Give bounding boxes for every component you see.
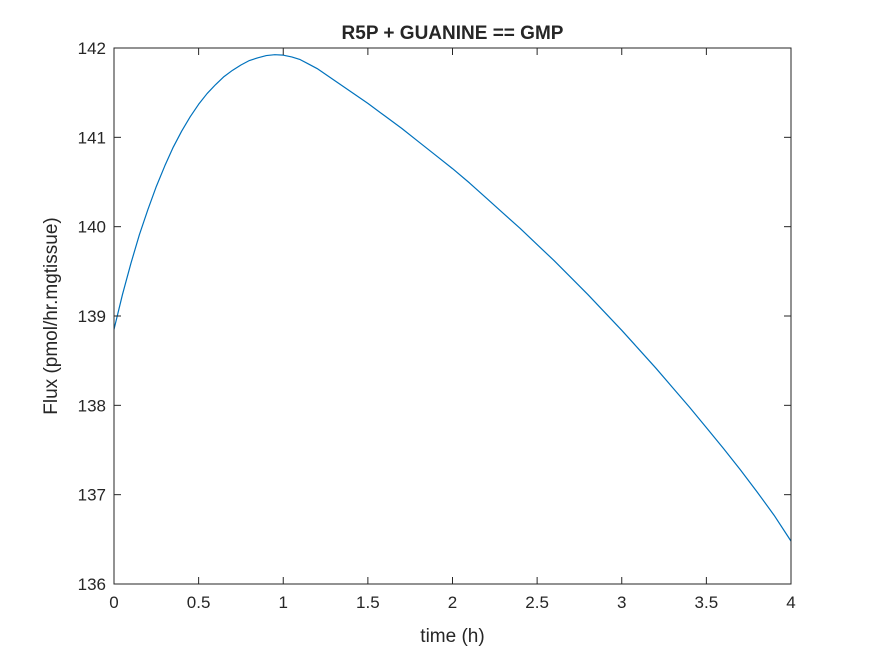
x-tick-label: 1 xyxy=(279,593,288,612)
x-axis-label: time (h) xyxy=(420,626,484,647)
y-tick-label: 140 xyxy=(78,218,106,237)
x-tick-label: 0 xyxy=(109,593,118,612)
series-line-1 xyxy=(113,54,792,542)
y-tick-label: 142 xyxy=(78,39,106,58)
x-tick-label: 3 xyxy=(617,593,626,612)
x-tick-label: 3.5 xyxy=(695,593,719,612)
y-tick-label: 137 xyxy=(78,486,106,505)
plot-area xyxy=(114,48,791,584)
chart-title: R5P + GUANINE == GMP xyxy=(342,23,564,44)
y-tick-label: 141 xyxy=(78,128,106,147)
x-tick-label: 2.5 xyxy=(525,593,549,612)
y-tick-label: 138 xyxy=(78,396,106,415)
x-tick-label: 2 xyxy=(448,593,457,612)
x-tick-label: 0.5 xyxy=(187,593,211,612)
y-tick-label: 139 xyxy=(78,307,106,326)
series-layer xyxy=(113,54,792,542)
y-axis-label: Flux (pmol/hr.mgtissue) xyxy=(41,217,62,414)
y-tick-label: 136 xyxy=(78,575,106,594)
x-tick-label: 1.5 xyxy=(356,593,380,612)
x-tick-label: 4 xyxy=(786,593,795,612)
axes-layer: 0 0.5 1 1.5 2 2.5 3 3.5 4 136 137 138 139 140 141 142 xyxy=(78,39,796,612)
